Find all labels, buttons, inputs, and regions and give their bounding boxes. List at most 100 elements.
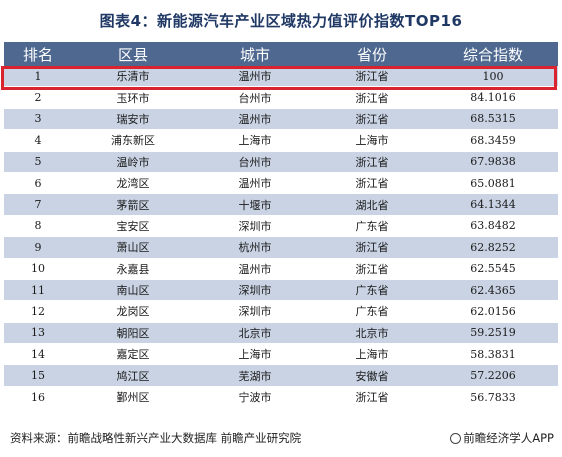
page-title: 图表4：新能源汽车产业区域热力值评价指数TOP16 xyxy=(99,12,463,30)
table-row: 5 温岭市 台州市 浙江省 67.9838 xyxy=(4,151,558,173)
table-row: 8 宝安区 深圳市 广东省 63.8482 xyxy=(4,215,558,238)
cell-city: 温州市 xyxy=(194,66,316,88)
cell-province: 安徽省 xyxy=(316,364,428,387)
cell-district: 嘉定区 xyxy=(72,343,194,366)
cell-city: 深圳市 xyxy=(194,215,316,238)
table-row: 6 龙湾区 温州市 浙江省 65.0881 xyxy=(4,172,558,195)
cell-province: 浙江省 xyxy=(316,386,428,409)
cell-district: 鄞州区 xyxy=(72,386,194,409)
cell-index: 56.7833 xyxy=(428,386,558,409)
header-rank: 排名 xyxy=(4,42,72,66)
table-row: 7 茅箭区 十堰市 湖北省 64.1344 xyxy=(4,193,558,216)
cell-index: 62.5545 xyxy=(428,258,558,280)
cell-rank: 2 xyxy=(4,86,72,109)
cell-index: 58.3831 xyxy=(428,343,558,366)
cell-district: 永嘉县 xyxy=(72,258,194,280)
table-row: 4 浦东新区 上海市 上海市 68.3459 xyxy=(4,129,558,152)
cell-district: 浦东新区 xyxy=(72,129,194,152)
cell-rank: 9 xyxy=(4,236,72,259)
cell-province: 浙江省 xyxy=(316,108,428,131)
table-row: 3 瑞安市 温州市 浙江省 68.5315 xyxy=(4,108,558,131)
cell-district: 茅箭区 xyxy=(72,193,194,216)
cell-index: 100 xyxy=(428,66,558,88)
cell-rank: 16 xyxy=(4,386,72,409)
cell-rank: 1 xyxy=(4,66,72,88)
cell-index: 68.3459 xyxy=(428,129,558,152)
cell-province: 广东省 xyxy=(316,300,428,323)
cell-index: 68.5315 xyxy=(428,108,558,131)
cell-rank: 10 xyxy=(4,258,72,280)
cell-city: 台州市 xyxy=(194,86,316,109)
cell-rank: 6 xyxy=(4,172,72,195)
cell-index: 64.1344 xyxy=(428,193,558,216)
table-row: 10 永嘉县 温州市 浙江省 62.5545 xyxy=(4,258,558,280)
header-index: 综合指数 xyxy=(428,42,558,66)
cell-district: 鸠江区 xyxy=(72,364,194,387)
cell-city: 温州市 xyxy=(194,108,316,131)
cell-rank: 12 xyxy=(4,300,72,323)
cell-city: 温州市 xyxy=(194,172,316,195)
cell-index: 57.2206 xyxy=(428,364,558,387)
cell-province: 浙江省 xyxy=(316,151,428,173)
cell-city: 北京市 xyxy=(194,322,316,345)
cell-index: 67.9838 xyxy=(428,151,558,173)
cell-province: 浙江省 xyxy=(316,258,428,280)
cell-district: 朝阳区 xyxy=(72,322,194,345)
header-city: 城市 xyxy=(194,42,316,66)
cell-city: 宁波市 xyxy=(194,386,316,409)
cell-district: 宝安区 xyxy=(72,215,194,238)
cell-rank: 5 xyxy=(4,151,72,173)
cell-province: 湖北省 xyxy=(316,193,428,216)
cell-province: 浙江省 xyxy=(316,172,428,195)
header-district: 区县 xyxy=(72,42,194,66)
cell-district: 乐清市 xyxy=(72,66,194,88)
cell-city: 深圳市 xyxy=(194,300,316,323)
cell-city: 十堰市 xyxy=(194,193,316,216)
table-row: 11 南山区 深圳市 广东省 62.4365 xyxy=(4,279,558,302)
cell-district: 玉环市 xyxy=(72,86,194,109)
source-note: 资料来源：前瞻战略性新兴产业大数据库 前瞻产业研究院 xyxy=(10,431,302,445)
cell-index: 62.0156 xyxy=(428,300,558,323)
cell-index: 62.8252 xyxy=(428,236,558,259)
cell-rank: 8 xyxy=(4,215,72,238)
table-row: 14 嘉定区 上海市 上海市 58.3831 xyxy=(4,343,558,366)
table-row: 2 玉环市 台州市 浙江省 84.1016 xyxy=(4,86,558,109)
cell-city: 芜湖市 xyxy=(194,364,316,387)
cell-rank: 15 xyxy=(4,364,72,387)
table-row: 1 乐清市 温州市 浙江省 100 xyxy=(4,66,558,88)
cell-city: 杭州市 xyxy=(194,236,316,259)
cell-district: 龙岗区 xyxy=(72,300,194,323)
table-row: 15 鸠江区 芜湖市 安徽省 57.2206 xyxy=(4,364,558,387)
cell-district: 瑞安市 xyxy=(72,108,194,131)
cell-city: 温州市 xyxy=(194,258,316,280)
cell-index: 59.2519 xyxy=(428,322,558,345)
cell-city: 上海市 xyxy=(194,343,316,366)
cell-city: 上海市 xyxy=(194,129,316,152)
cell-province: 上海市 xyxy=(316,129,428,152)
cell-rank: 14 xyxy=(4,343,72,366)
cell-district: 南山区 xyxy=(72,279,194,302)
cell-province: 广东省 xyxy=(316,215,428,238)
cell-index: 84.1016 xyxy=(428,86,558,109)
header-province: 省份 xyxy=(316,42,428,66)
brand-text: 前瞻经济学人APP xyxy=(463,431,554,445)
cell-city: 深圳市 xyxy=(194,279,316,302)
cell-province: 广东省 xyxy=(316,279,428,302)
table-header-row: 排名 区县 城市 省份 综合指数 xyxy=(4,42,558,66)
ranking-table-container: 排名 区县 城市 省份 综合指数 1 乐清市 温州市 浙江省 100 2 玉环市 台州市 浙江省… xyxy=(4,42,558,409)
cell-rank: 7 xyxy=(4,193,72,216)
cell-district: 温岭市 xyxy=(72,151,194,173)
brand-logo-icon xyxy=(450,433,462,444)
cell-district: 萧山区 xyxy=(72,236,194,259)
cell-index: 62.4365 xyxy=(428,279,558,302)
ranking-table: 排名 区县 城市 省份 综合指数 1 乐清市 温州市 浙江省 100 2 玉环市 台州市 浙江省… xyxy=(4,42,558,409)
table-row: 9 萧山区 杭州市 浙江省 62.8252 xyxy=(4,236,558,259)
cell-province: 浙江省 xyxy=(316,66,428,88)
cell-city: 台州市 xyxy=(194,151,316,173)
cell-district: 龙湾区 xyxy=(72,172,194,195)
table-body: 1 乐清市 温州市 浙江省 100 2 玉环市 台州市 浙江省 84.1016 3 瑞安市 温州市 浙江省… xyxy=(4,66,558,409)
cell-province: 上海市 xyxy=(316,343,428,366)
cell-province: 浙江省 xyxy=(316,86,428,109)
cell-rank: 13 xyxy=(4,322,72,345)
cell-rank: 4 xyxy=(4,129,72,152)
